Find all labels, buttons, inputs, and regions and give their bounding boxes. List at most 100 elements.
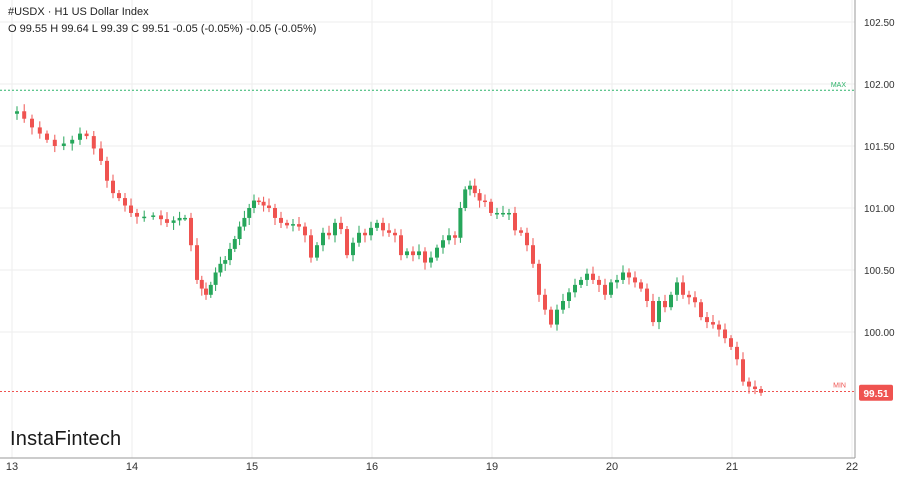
- candle-body: [111, 180, 115, 194]
- candle-body: [99, 148, 103, 161]
- brand-logo: InstaFintech: [10, 428, 122, 450]
- candle-body: [129, 205, 133, 213]
- candle-body: [333, 222, 337, 236]
- candle-body: [45, 133, 49, 140]
- candle-body: [669, 294, 673, 308]
- candle-body: [195, 245, 199, 280]
- candle-body: [507, 212, 511, 215]
- candle-layer: [15, 104, 763, 396]
- candle-body: [252, 200, 256, 208]
- candle-body: [579, 279, 583, 285]
- candle-body: [393, 232, 397, 236]
- candle-body: [501, 212, 505, 215]
- candle-body: [183, 217, 187, 220]
- candle-body: [218, 263, 223, 273]
- candle-body: [285, 222, 289, 226]
- candle-body: [483, 200, 487, 203]
- candle-body: [447, 235, 451, 241]
- candle-body: [381, 222, 385, 231]
- candle-body: [435, 247, 439, 258]
- candle-body: [199, 279, 204, 289]
- grid-layer: [0, 0, 855, 458]
- candle-body: [675, 282, 679, 295]
- candle-body: [208, 284, 213, 295]
- candle-body: [458, 208, 463, 238]
- candle-body: [495, 212, 499, 215]
- candle-body: [375, 222, 379, 228]
- candle-body: [411, 251, 415, 256]
- candle-body: [561, 301, 565, 310]
- chart-title: #USDX · H1 US Dollar Index: [8, 6, 149, 18]
- x-tick-label: 14: [126, 461, 138, 473]
- candle-body: [747, 381, 751, 387]
- candle-body: [242, 217, 247, 227]
- candle-body: [303, 226, 307, 236]
- x-tick-label: 22: [846, 461, 858, 473]
- candle-body: [555, 309, 559, 325]
- candle-body: [237, 226, 242, 239]
- candle-body: [417, 251, 421, 256]
- candle-body: [531, 245, 535, 264]
- candle-body: [429, 257, 433, 263]
- x-tick-label: 19: [486, 461, 498, 473]
- candle-body: [723, 329, 727, 339]
- candle-body: [573, 284, 577, 293]
- candle-body: [291, 224, 295, 226]
- candle-body: [645, 288, 649, 301]
- y-tick-label: 101.50: [864, 142, 895, 153]
- candle-body: [61, 143, 66, 146]
- candle-body: [232, 239, 237, 249]
- candle-body: [585, 273, 589, 280]
- candle-body: [363, 232, 367, 236]
- max-level-label: MAX: [831, 82, 847, 89]
- candle-body: [151, 215, 156, 217]
- candle-body: [327, 232, 331, 236]
- min-level-label: MIN: [833, 383, 846, 390]
- candle-body: [597, 279, 601, 285]
- candle-body: [453, 235, 457, 238]
- candle-body: [321, 232, 325, 246]
- candle-body: [70, 139, 75, 144]
- candle-body: [345, 229, 349, 256]
- candle-body: [711, 322, 715, 325]
- last-price-label: 99.51: [863, 389, 888, 400]
- candle-body: [489, 201, 493, 213]
- x-tick-label: 15: [246, 461, 258, 473]
- ohlc-readout: O 99.55 H 99.64 L 99.39 C 99.51 -0.05 (-…: [8, 23, 317, 35]
- candle-body: [91, 136, 96, 149]
- candle-body: [171, 220, 176, 223]
- last-price-badge: [859, 384, 893, 401]
- candle-body: [279, 217, 283, 223]
- candle-body: [729, 338, 733, 347]
- candle-body: [705, 317, 709, 323]
- candle-body: [759, 389, 763, 393]
- candle-body: [477, 193, 482, 201]
- candle-body: [228, 248, 232, 261]
- candle-body: [315, 245, 319, 258]
- candle-body: [105, 160, 109, 181]
- candle-body: [591, 273, 595, 280]
- candle-body: [189, 217, 193, 246]
- candle-body: [621, 272, 625, 280]
- candle-body: [753, 386, 757, 390]
- candle-body: [423, 251, 427, 263]
- candle-body: [549, 309, 553, 325]
- y-tick-label: 101.00: [864, 204, 895, 215]
- candle-body: [441, 240, 445, 248]
- candle-body: [387, 230, 391, 233]
- x-tick-label: 13: [6, 461, 18, 473]
- candle-body: [699, 302, 703, 318]
- candle-body: [513, 212, 517, 231]
- candle-body: [256, 200, 261, 203]
- candle-body: [463, 189, 468, 208]
- candle-body: [519, 230, 523, 233]
- candle-body: [639, 282, 643, 289]
- candle-body: [681, 282, 685, 295]
- candle-body: [717, 324, 721, 330]
- candle-body: [357, 232, 361, 243]
- candle-body: [84, 133, 89, 137]
- y-tick-label: 100.50: [864, 266, 895, 277]
- candle-body: [165, 219, 169, 223]
- candle-body: [609, 282, 613, 295]
